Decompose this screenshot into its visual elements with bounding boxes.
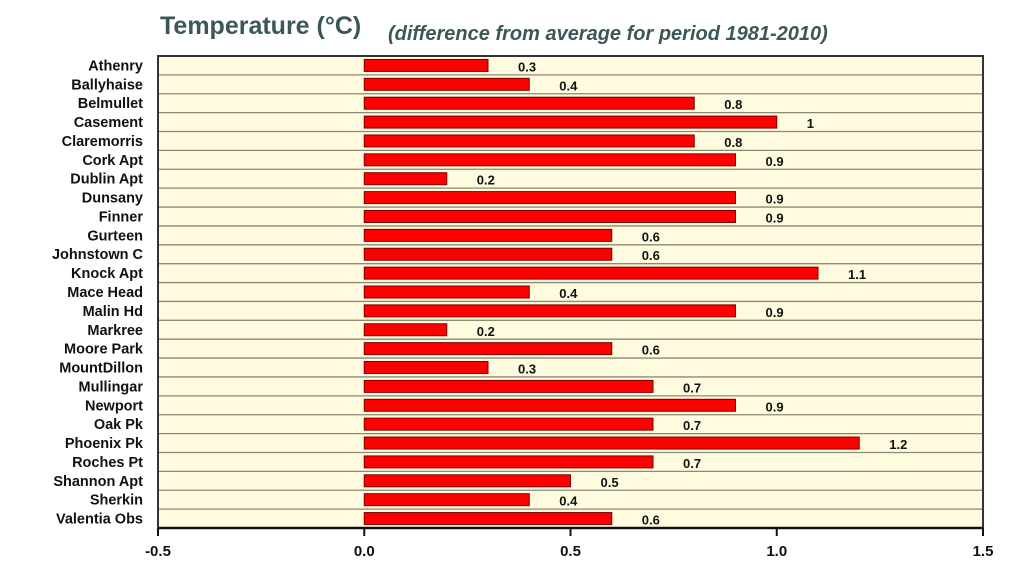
bar — [363, 96, 695, 110]
category-label: Oak Pk — [94, 417, 144, 433]
x-tick-label: -0.5 — [145, 543, 171, 560]
category-label: Sherkin — [90, 493, 143, 509]
bar — [363, 115, 778, 129]
data-label: 0.6 — [642, 229, 660, 244]
data-label: 0.6 — [642, 248, 660, 263]
x-tick-label: 1.0 — [766, 543, 787, 560]
data-label: 0.9 — [766, 210, 784, 225]
category-label: Knock Apt — [71, 266, 143, 282]
bar — [363, 342, 613, 356]
category-label: Valentia Obs — [56, 512, 143, 528]
data-label: 0.7 — [683, 418, 701, 433]
category-label: Mace Head — [67, 285, 143, 301]
bar — [363, 285, 530, 299]
data-label: 0.3 — [518, 362, 536, 377]
bar — [363, 323, 448, 337]
category-label: Dublin Apt — [70, 172, 143, 188]
data-label: 0.9 — [766, 192, 784, 207]
data-label: 0.7 — [683, 456, 701, 471]
data-label: 0.7 — [683, 380, 701, 395]
category-label: MountDillon — [59, 361, 143, 377]
bar — [363, 398, 736, 412]
bar — [363, 379, 654, 393]
category-label: Roches Pt — [72, 455, 143, 471]
category-label: Newport — [85, 398, 143, 414]
chart-title: Temperature (°C) — [160, 12, 361, 40]
data-label: 0.4 — [559, 78, 578, 93]
category-label: Claremorris — [62, 134, 143, 150]
category-label: Belmullet — [78, 96, 143, 112]
data-label: 0.4 — [559, 286, 578, 301]
bar — [363, 361, 489, 375]
bar — [363, 228, 613, 242]
bar — [363, 493, 530, 507]
bar — [363, 247, 613, 261]
bar — [363, 417, 654, 431]
data-label: 0.2 — [477, 173, 495, 188]
bar — [363, 474, 571, 488]
data-label: 0.5 — [601, 475, 619, 490]
data-label: 0.6 — [642, 343, 660, 358]
category-label: Shannon Apt — [53, 474, 143, 490]
category-label: Markree — [87, 323, 143, 339]
bar — [363, 191, 736, 205]
category-label: Cork Apt — [82, 153, 143, 169]
x-tick-label: 1.5 — [973, 543, 994, 560]
category-label: Gurteen — [87, 228, 143, 244]
x-tick-label: 0.0 — [354, 543, 375, 560]
category-label: Dunsany — [82, 191, 143, 207]
data-label: 0.2 — [477, 324, 495, 339]
data-label: 0.3 — [518, 59, 536, 74]
bar — [363, 455, 654, 469]
bar — [363, 512, 613, 526]
data-label: 1 — [807, 116, 814, 131]
data-label: 0.9 — [766, 305, 784, 320]
data-label: 1.2 — [889, 437, 907, 452]
category-label: Athenry — [88, 58, 143, 74]
data-label: 0.8 — [724, 97, 742, 112]
bar — [363, 172, 448, 186]
bar — [363, 436, 860, 450]
data-label: 0.6 — [642, 513, 660, 528]
category-label: Moore Park — [64, 342, 144, 358]
bar — [363, 209, 736, 223]
bar — [363, 77, 530, 91]
bar — [363, 304, 736, 318]
category-label: Ballyhaise — [71, 77, 143, 93]
category-label: Casement — [74, 115, 143, 131]
bar — [363, 153, 736, 167]
data-label: 1.1 — [848, 267, 866, 282]
data-label: 0.9 — [766, 154, 784, 169]
category-label: Finner — [99, 209, 144, 225]
x-tick-label: 0.5 — [560, 543, 581, 560]
bar — [363, 266, 819, 280]
category-label: Mullingar — [79, 379, 144, 395]
data-label: 0.9 — [766, 399, 784, 414]
bar — [363, 58, 489, 72]
category-label: Johnstown C — [52, 247, 144, 263]
data-label: 0.8 — [724, 135, 742, 150]
category-label: Malin Hd — [83, 304, 143, 320]
category-label: Phoenix Pk — [65, 436, 144, 452]
data-label: 0.4 — [559, 494, 578, 509]
bar — [363, 134, 695, 148]
chart-subtitle: (difference from average for period 1981… — [388, 23, 828, 45]
